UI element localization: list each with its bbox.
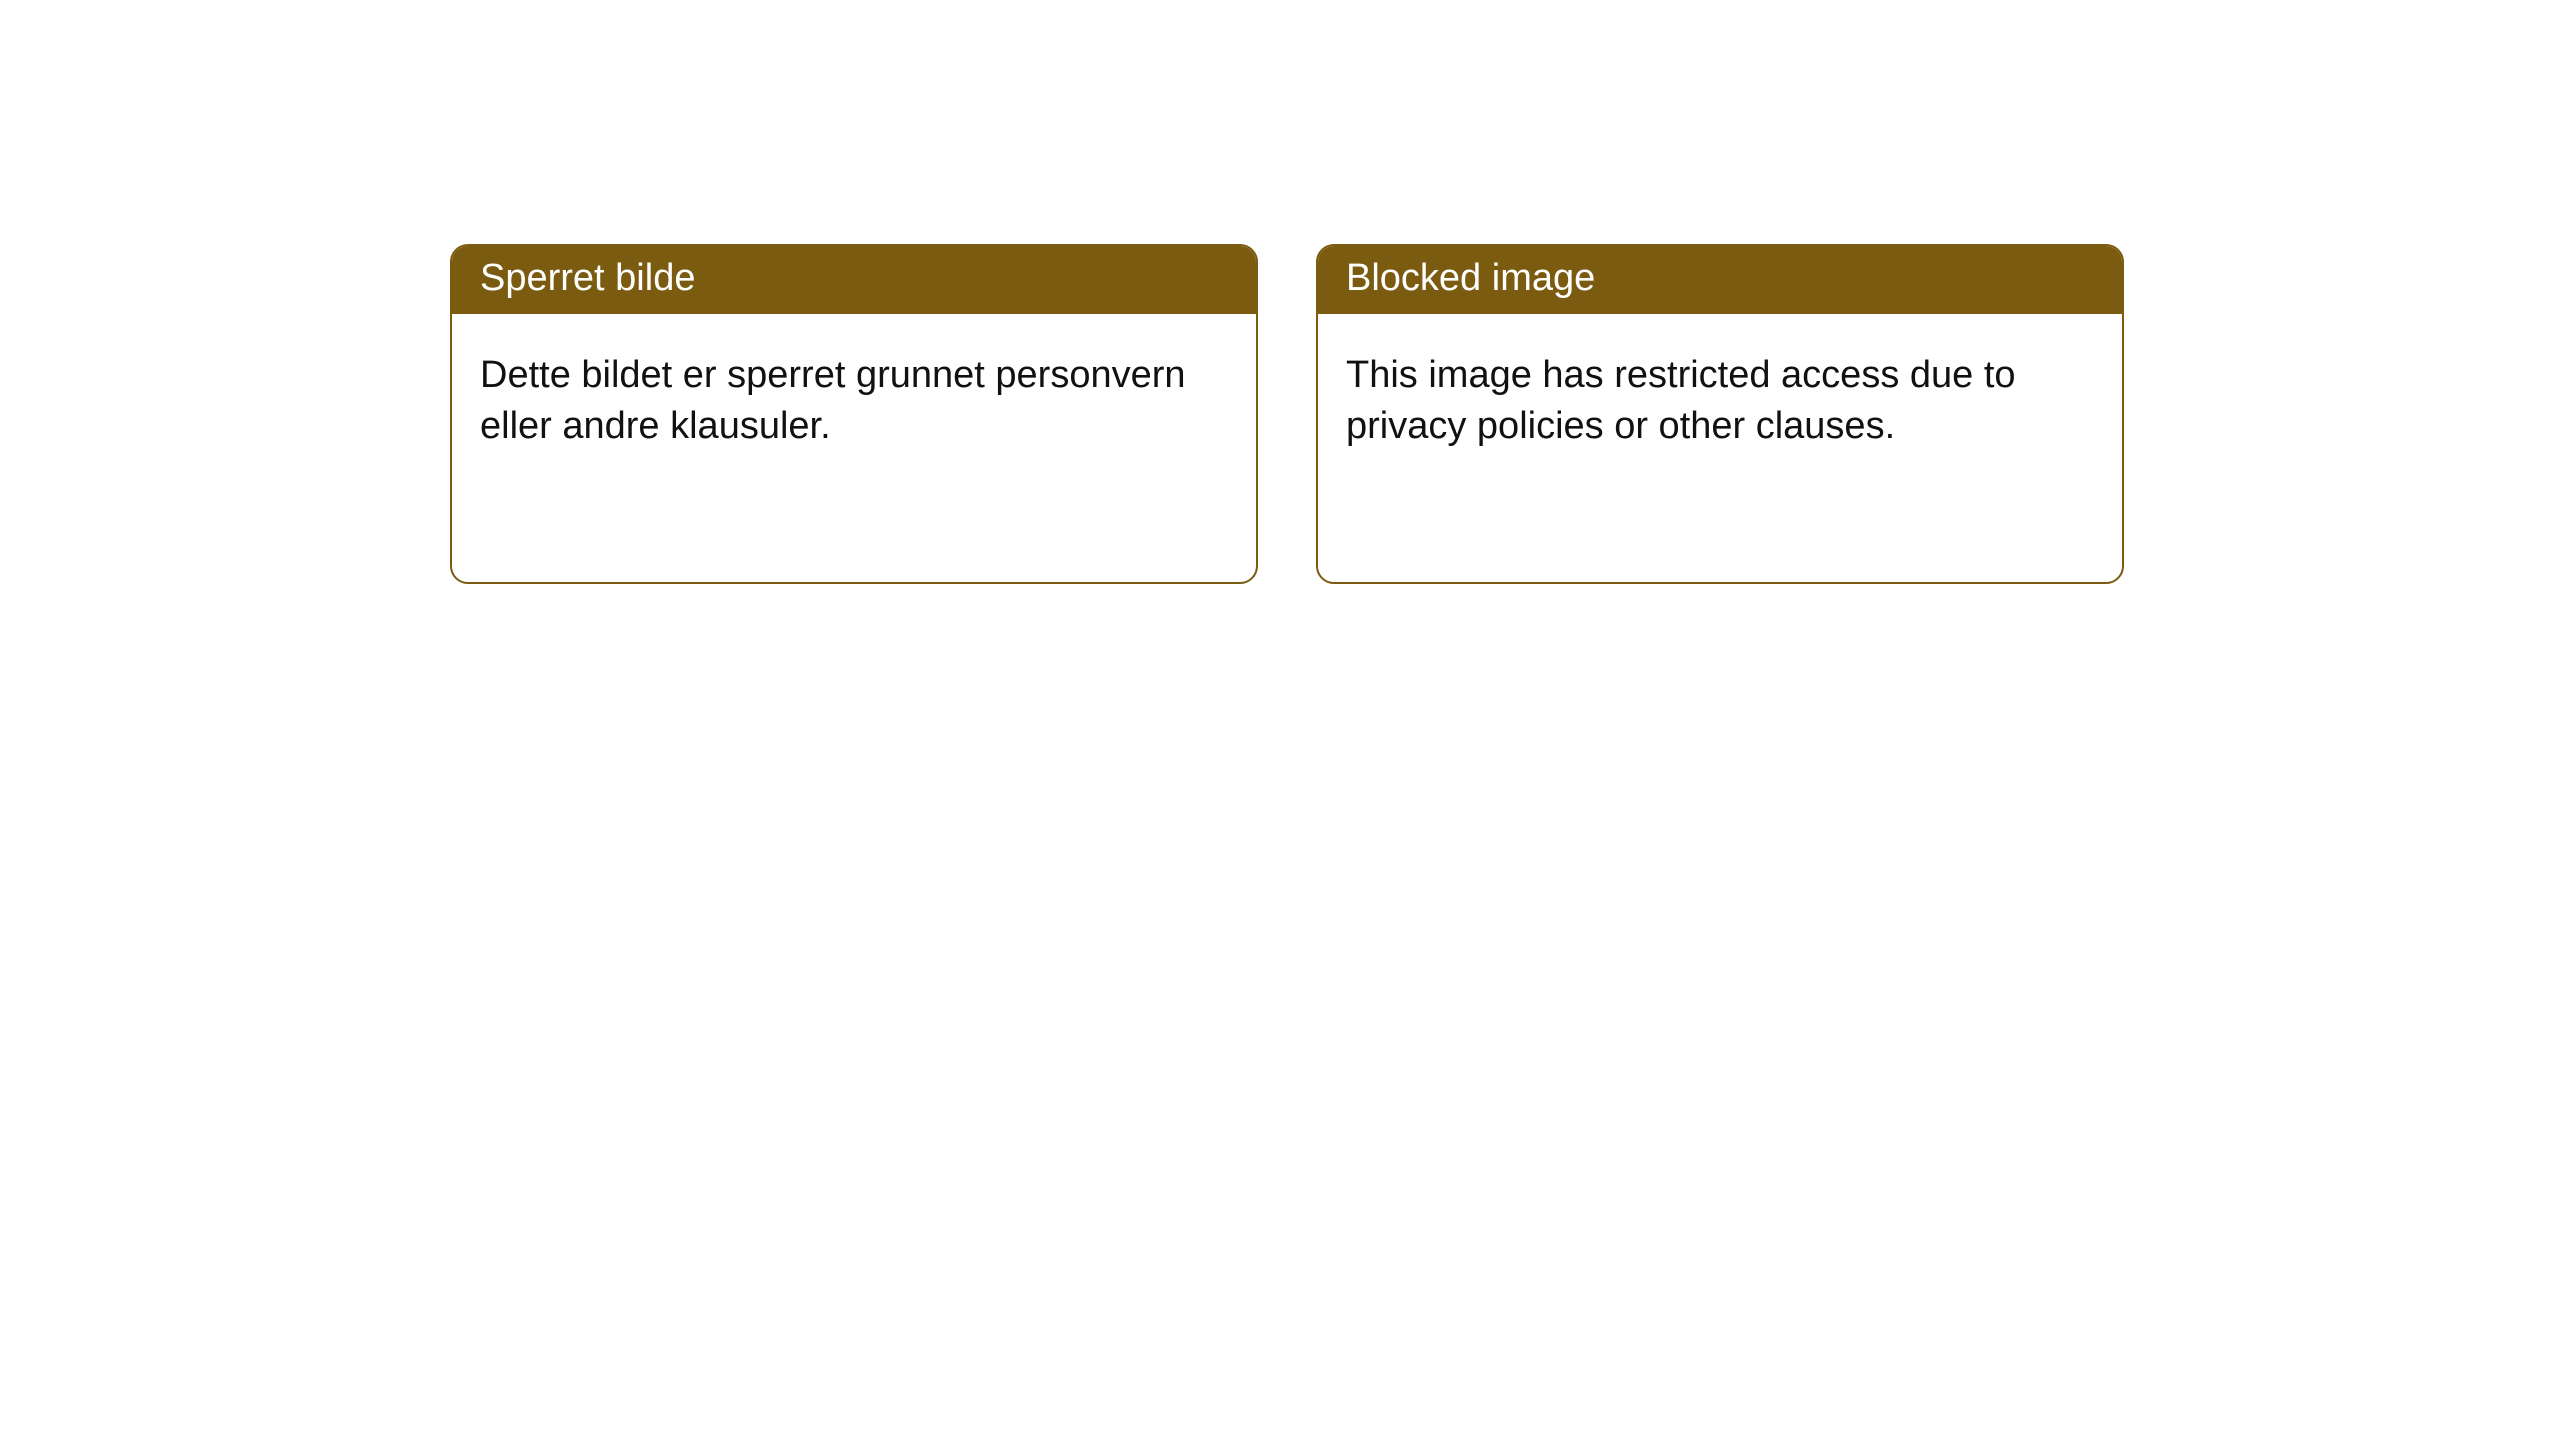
blocked-image-card-no: Sperret bilde Dette bildet er sperret gr… bbox=[450, 244, 1258, 584]
card-body: This image has restricted access due to … bbox=[1318, 314, 2122, 481]
card-header: Blocked image bbox=[1318, 246, 2122, 314]
card-body: Dette bildet er sperret grunnet personve… bbox=[452, 314, 1256, 481]
card-header: Sperret bilde bbox=[452, 246, 1256, 314]
card-container: Sperret bilde Dette bildet er sperret gr… bbox=[0, 0, 2560, 584]
blocked-image-card-en: Blocked image This image has restricted … bbox=[1316, 244, 2124, 584]
